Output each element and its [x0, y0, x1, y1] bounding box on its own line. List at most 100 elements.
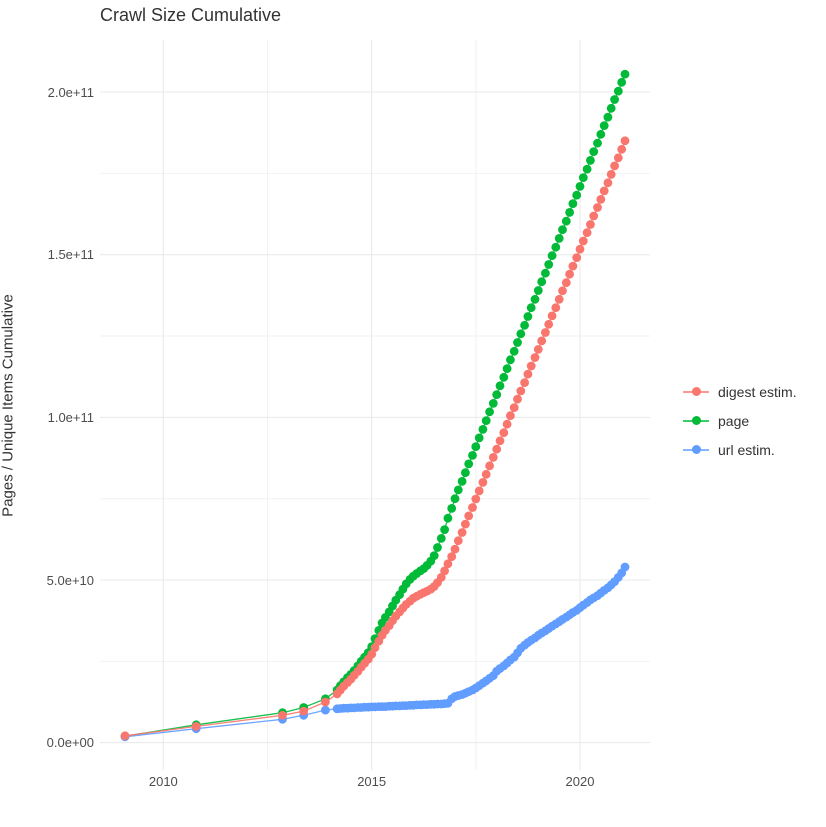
data-point-digest-estim — [464, 511, 474, 521]
data-point-digest-estim — [474, 486, 484, 496]
data-point-page — [610, 95, 619, 104]
data-point-page — [478, 425, 488, 434]
data-point-digest-estim — [509, 403, 519, 412]
data-point-page — [513, 338, 522, 347]
data-point-page — [492, 390, 502, 399]
data-point-page — [565, 208, 574, 217]
data-point-page — [596, 129, 606, 139]
data-point-page — [509, 346, 519, 356]
data-point-page — [599, 121, 609, 130]
data-point-digest-estim — [620, 136, 630, 146]
data-point-digest-estim — [502, 419, 512, 429]
data-point-digest-estim — [589, 211, 599, 221]
data-point-page — [481, 416, 491, 425]
data-point-digest-estim — [599, 186, 609, 196]
data-point-digest-estim — [526, 361, 536, 371]
data-point-digest-estim — [596, 195, 606, 204]
data-point-page — [506, 355, 515, 365]
data-point-page — [471, 442, 481, 451]
data-point-digest-estim — [547, 311, 557, 321]
data-point-digest-estim — [450, 544, 460, 554]
data-point-page — [502, 364, 512, 373]
data-point-digest-estim — [436, 573, 446, 582]
data-point-page — [474, 433, 484, 443]
data-point-page — [537, 277, 547, 287]
data-point-digest-estim — [520, 378, 529, 387]
plot-area — [100, 40, 650, 770]
data-point-page — [453, 485, 463, 495]
data-point-page — [544, 260, 554, 269]
data-point-digest-estim — [565, 269, 574, 279]
data-point-page — [606, 103, 616, 113]
data-point-digest-estim — [554, 294, 564, 304]
data-point-digest-estim — [278, 710, 287, 720]
data-point-page — [436, 534, 446, 543]
data-point-digest-estim — [443, 559, 453, 569]
data-point-digest-estim — [516, 386, 526, 396]
data-point-digest-estim — [506, 411, 515, 421]
data-point-digest-estim — [468, 503, 477, 512]
data-point-page — [443, 513, 453, 523]
data-point-digest-estim — [299, 706, 309, 716]
y-tick-label: 1.5e+11 — [47, 247, 94, 263]
data-point-digest-estim — [488, 453, 498, 462]
data-point-page — [468, 451, 477, 460]
data-point-digest-estim — [561, 278, 571, 288]
data-point-digest-estim — [530, 353, 540, 362]
data-point-digest-estim — [440, 566, 449, 576]
legend: digest estim. page url estim. — [683, 377, 797, 464]
x-tick-label: 2015 — [357, 774, 387, 789]
legend-label: digest estim. — [718, 383, 797, 400]
data-point-page — [568, 199, 578, 209]
data-point-page — [440, 525, 449, 534]
data-point-page — [533, 286, 543, 295]
data-point-page — [582, 164, 592, 174]
data-point-page — [464, 459, 474, 469]
data-point-digest-estim — [568, 261, 578, 271]
data-point-digest-estim — [461, 519, 470, 529]
legend-item-digest-estim: digest estim. — [683, 377, 797, 406]
legend-key-icon — [683, 386, 709, 398]
y-tick-label: 0.0e+00 — [46, 735, 94, 751]
data-point-page — [433, 543, 442, 552]
data-point-digest-estim — [606, 170, 616, 179]
data-point-digest-estim — [593, 203, 602, 212]
data-point-page — [450, 494, 460, 504]
data-point-digest-estim — [541, 328, 550, 337]
data-point-page — [429, 551, 439, 560]
legend-key-icon — [683, 444, 709, 456]
plot-canvas — [100, 40, 650, 770]
data-point-digest-estim — [191, 722, 201, 731]
data-point-digest-estim — [447, 552, 457, 561]
chart-title: Crawl Size Cumulative — [100, 5, 282, 25]
data-point-digest-estim — [575, 244, 585, 254]
data-point-page — [447, 504, 457, 513]
data-point-digest-estim — [120, 731, 130, 741]
legend-item-url-estim: url estim. — [683, 435, 797, 464]
data-point-page — [578, 173, 588, 183]
legend-label: url estim. — [718, 441, 775, 458]
data-point-page — [613, 86, 623, 96]
data-point-digest-estim — [485, 461, 494, 471]
data-point-page — [523, 312, 533, 321]
data-point-page — [488, 399, 498, 408]
data-point-digest-estim — [551, 303, 561, 313]
data-point-digest-estim — [582, 228, 592, 238]
data-point-page — [554, 234, 564, 243]
data-point-digest-estim — [367, 649, 377, 659]
data-point-page — [526, 303, 536, 313]
data-point-digest-estim — [492, 444, 502, 454]
data-point-digest-estim — [610, 161, 619, 171]
data-point-url-estim — [321, 705, 330, 715]
data-point-page — [457, 477, 467, 486]
data-point-digest-estim — [544, 319, 554, 329]
data-point-page — [530, 294, 540, 304]
data-point-digest-estim — [537, 336, 547, 346]
data-point-page — [575, 182, 585, 191]
data-point-page — [461, 468, 470, 478]
data-point-digest-estim — [603, 178, 613, 188]
y-tick-label: 2.0e+11 — [47, 84, 94, 100]
data-point-digest-estim — [533, 345, 543, 354]
data-point-digest-estim — [453, 536, 463, 546]
